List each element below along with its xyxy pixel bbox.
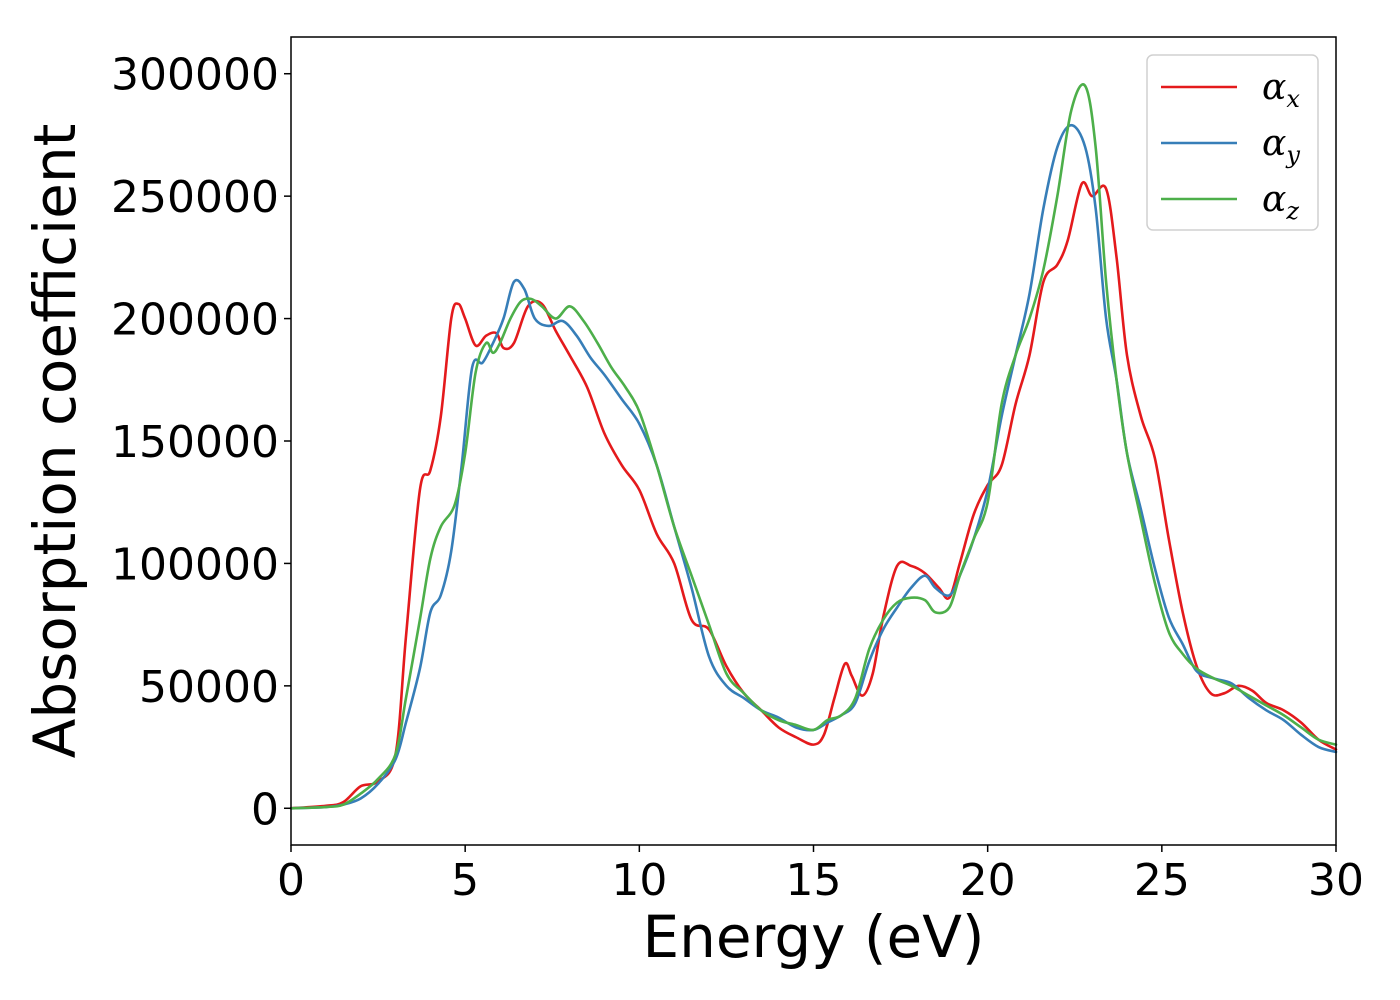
x-tick-label: 30: [1308, 855, 1364, 906]
y-tick-label: 300000: [111, 50, 279, 101]
y-tick-label: 250000: [111, 172, 279, 223]
y-tick-label: 50000: [139, 662, 279, 713]
y-tick-label: 100000: [111, 539, 279, 590]
series-line-x: [289, 180, 1338, 810]
y-tick-label: 150000: [111, 417, 279, 468]
x-tick-label: 25: [1134, 855, 1190, 906]
y-axis-ticks: 0 50000 100000 150000 200000 250000 300000: [111, 50, 291, 835]
legend-label-x: αx: [1262, 67, 1300, 113]
legend-label-subscript: z: [1285, 197, 1299, 225]
legend-label-z: αz: [1262, 179, 1299, 225]
x-tick-label: 20: [960, 855, 1016, 906]
legend-label-y: αy: [1262, 123, 1300, 169]
x-tick-label: 15: [786, 855, 842, 906]
y-tick-label: 0: [251, 784, 279, 835]
legend-label-subscript: x: [1286, 85, 1300, 113]
y-tick-label: 200000: [111, 295, 279, 346]
y-axis-label: Absorption coefficient: [21, 124, 89, 759]
series-group: [289, 83, 1338, 810]
series-line-y: [289, 123, 1338, 810]
x-tick-label: 5: [451, 855, 479, 906]
x-axis-ticks: 0 5 10 15 20 25 30: [277, 845, 1364, 906]
x-tick-label: 0: [277, 855, 305, 906]
x-axis-label: Energy (eV): [642, 903, 984, 971]
legend-label-base: α: [1262, 67, 1286, 108]
legend-label-subscript: y: [1285, 141, 1300, 169]
legend-label-base: α: [1262, 179, 1286, 220]
x-tick-label: 10: [611, 855, 667, 906]
legend-label-base: α: [1262, 123, 1286, 164]
series-line-z: [289, 83, 1338, 810]
